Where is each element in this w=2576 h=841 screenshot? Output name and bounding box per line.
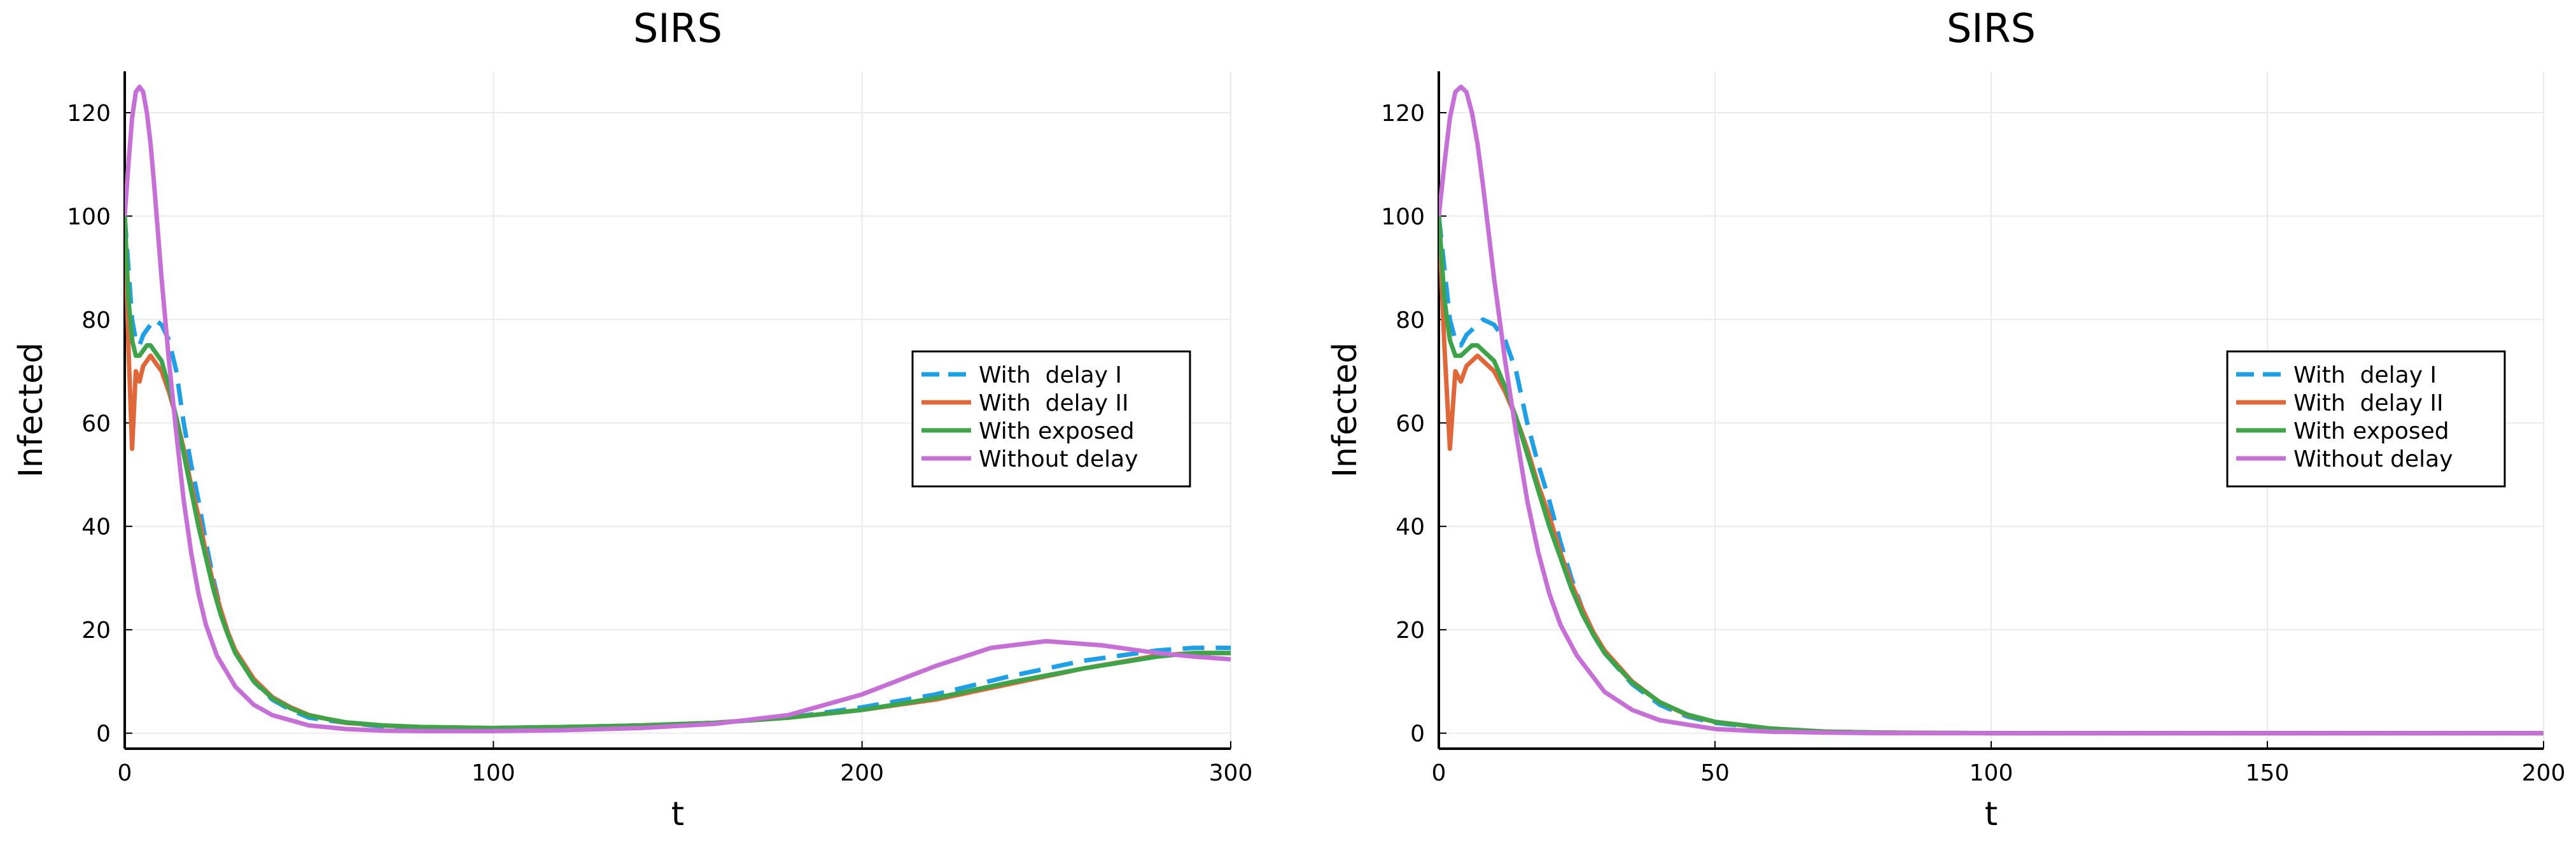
panel-1: 0 100 200 300 0 20 40 60 80 100 120 SIRS t Infected Wi… [12, 5, 1252, 833]
y-tick-label: 120 [67, 101, 111, 127]
panel-2: 0 50 100 150 200 0 20 40 60 80 100 120 SIRS t Infected… [1326, 5, 2565, 833]
legend-label: Without delay [2293, 446, 2453, 472]
series-line-exposed [125, 216, 1231, 730]
legend-label: With delay I [979, 362, 1122, 388]
legend-label: Without delay [979, 446, 1138, 472]
y-tick-label: 0 [1410, 721, 1425, 747]
x-tick-label: 150 [2246, 760, 2290, 786]
x-axis-label: t [671, 795, 684, 833]
y-tick-label: 20 [1396, 618, 1425, 644]
y-tick-label: 0 [96, 721, 111, 747]
x-tick-label: 50 [1700, 760, 1730, 786]
y-axis-label: Infected [1326, 343, 1364, 478]
y-tick-label: 20 [81, 618, 111, 644]
y-tick-label: 80 [81, 307, 111, 334]
y-tick-label: 120 [1381, 101, 1425, 127]
x-tick-label: 0 [1432, 760, 1446, 786]
series-line-nodelay [1439, 84, 2544, 736]
series-lines [125, 84, 1231, 733]
y-tick-label: 40 [1396, 514, 1425, 541]
x-tick-label: 300 [1209, 760, 1253, 786]
x-tick-label: 200 [2522, 760, 2566, 786]
y-tick-label: 60 [1396, 411, 1425, 437]
x-tick-label: 0 [118, 760, 132, 786]
legend-label: With delay I [2293, 362, 2437, 388]
chart-title: SIRS [1947, 5, 2036, 52]
y-tick-label: 100 [67, 204, 111, 230]
legend-label: With delay II [2293, 390, 2444, 416]
chart-title: SIRS [633, 5, 722, 52]
legend-label: With exposed [979, 418, 1135, 444]
series-line-nodelay [125, 84, 1231, 733]
y-tick-label: 100 [1381, 204, 1425, 230]
series-line-exposed [1439, 216, 2544, 736]
y-tick-label: 40 [81, 514, 111, 541]
series-line-delay1 [1439, 216, 2544, 736]
x-tick-label: 200 [840, 760, 884, 786]
x-tick-label: 100 [1970, 760, 2013, 786]
legend-label: With delay II [979, 390, 1129, 416]
y-tick-label: 60 [81, 411, 111, 437]
legend-label: With exposed [2293, 418, 2449, 444]
y-tick-label: 80 [1396, 307, 1425, 334]
y-axis-label: Infected [12, 343, 50, 478]
x-tick-label: 100 [472, 760, 515, 786]
series-lines [1439, 84, 2544, 736]
x-axis-label: t [1985, 795, 1998, 833]
